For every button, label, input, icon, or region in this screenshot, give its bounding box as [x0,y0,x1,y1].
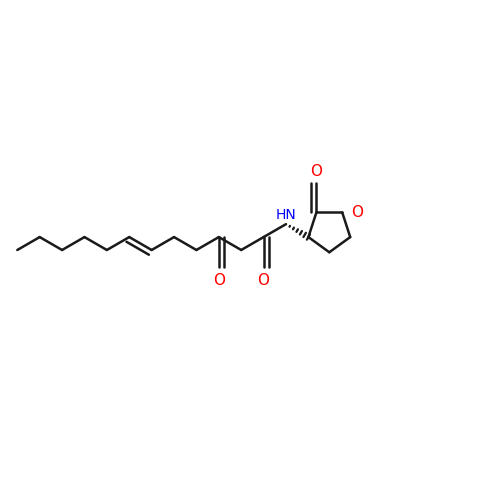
Text: HN: HN [276,208,296,222]
Text: O: O [258,273,270,288]
Text: O: O [310,164,322,178]
Text: O: O [213,273,225,288]
Text: O: O [351,205,363,220]
